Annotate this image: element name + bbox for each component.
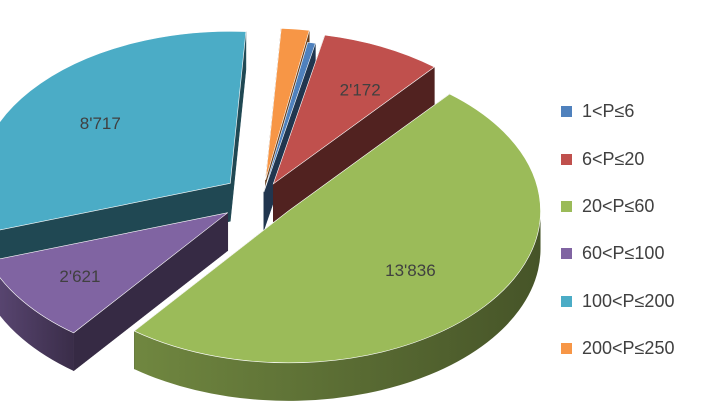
data-label-5: 8'717 <box>80 114 121 133</box>
data-label-3: 13'836 <box>385 261 436 280</box>
pie-slice-2 <box>272 34 435 185</box>
legend-item: 20<P≤60 <box>561 183 674 230</box>
slice-tops <box>0 28 541 364</box>
legend-swatch <box>561 106 572 118</box>
legend-swatch <box>561 248 572 260</box>
legend-swatch <box>561 343 572 355</box>
legend-label: 200<P≤250 <box>582 338 675 359</box>
legend: 1<P≤6 6<P≤20 20<P≤60 60<P≤100 100<P≤200 200<P… <box>561 88 674 372</box>
legend-item: 200<P≤250 <box>561 325 674 372</box>
legend-label: 20<P≤60 <box>582 195 655 216</box>
pie-slice-5 <box>0 31 247 231</box>
legend-item: 1<P≤6 <box>561 88 674 135</box>
data-label-4: 2'621 <box>59 267 100 286</box>
pie-slice-side-4 <box>0 277 74 371</box>
pie-slice-1 <box>263 42 316 193</box>
legend-label: 60<P≤100 <box>582 243 665 264</box>
pie-slice-4 <box>0 212 228 334</box>
data-label-2: 2'172 <box>340 80 381 99</box>
legend-item: 6<P≤20 <box>561 135 674 182</box>
legend-label: 100<P≤200 <box>582 290 675 311</box>
legend-item: 60<P≤100 <box>561 230 674 277</box>
legend-swatch <box>561 200 572 212</box>
pie-slice-side-3 <box>134 210 541 401</box>
pie-slice-3 <box>133 93 541 364</box>
pie-slice-6 <box>265 28 310 181</box>
legend-label: 6<P≤20 <box>582 148 645 169</box>
legend-item: 100<P≤200 <box>561 278 674 325</box>
legend-swatch <box>561 153 572 165</box>
legend-swatch <box>561 295 572 307</box>
legend-label: 1<P≤6 <box>582 101 635 122</box>
